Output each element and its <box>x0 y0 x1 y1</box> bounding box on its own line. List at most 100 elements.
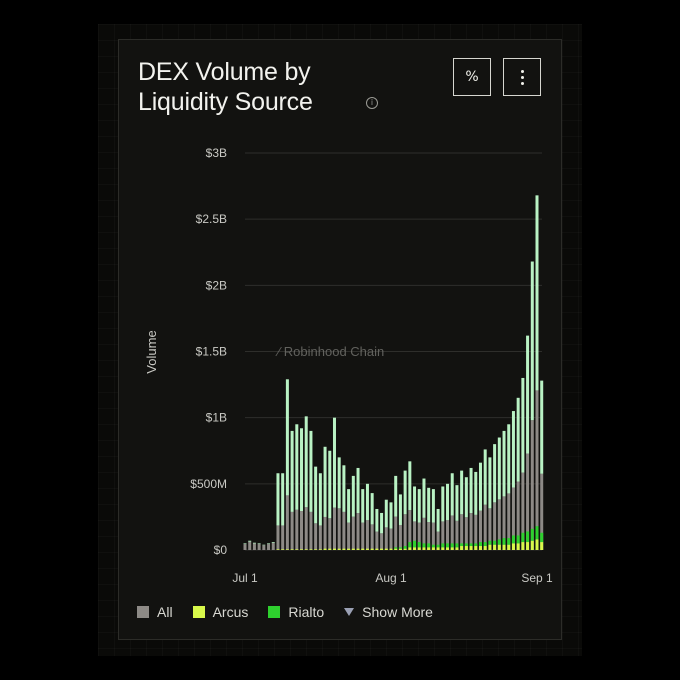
info-icon[interactable]: i <box>366 97 378 109</box>
bar-all-upper <box>285 379 289 496</box>
bar-all <box>304 507 308 550</box>
bar-arcus <box>403 548 407 550</box>
bar-arcus <box>309 549 313 550</box>
bar-arcus <box>417 547 421 550</box>
bar-all-upper <box>507 424 511 494</box>
bar-all-upper <box>398 494 402 525</box>
bar-rialto <box>474 543 478 547</box>
bar-all <box>375 531 379 550</box>
bar-arcus <box>422 547 426 550</box>
bar-arcus <box>488 544 492 550</box>
bar-all <box>408 510 412 550</box>
bar-all <box>337 508 341 550</box>
bar-all-upper <box>450 473 454 516</box>
bar-all <box>271 542 275 550</box>
bar-arcus <box>342 548 346 550</box>
bar-arcus <box>469 546 473 550</box>
vertical-dots-icon <box>520 69 524 85</box>
bar-rialto <box>408 542 412 548</box>
bar-all-upper <box>431 489 435 523</box>
bar-rialto <box>436 544 440 548</box>
bar-all <box>502 496 506 550</box>
y-tick-label: $0 <box>214 543 228 557</box>
bar-all <box>413 521 417 550</box>
bar-all-upper <box>332 417 336 508</box>
bar-all-upper <box>290 430 294 512</box>
bar-arcus <box>427 547 431 550</box>
bar-all-upper <box>384 499 388 528</box>
bar-arcus <box>384 548 388 550</box>
bar-all-upper <box>427 487 431 523</box>
bar-all-upper <box>488 457 492 509</box>
bar-all-upper <box>328 450 332 519</box>
show-more-label: Show More <box>362 604 433 620</box>
bar-arcus <box>347 548 351 550</box>
bar-all <box>370 524 374 550</box>
chart-watermark: ∕ Robinhood Chain <box>275 344 384 359</box>
legend-label-all: All <box>157 604 173 620</box>
bar-arcus <box>295 549 299 550</box>
bar-arcus <box>290 549 294 550</box>
bar-all <box>398 524 402 550</box>
show-more-button[interactable]: Show More <box>344 604 433 620</box>
bar-rialto <box>422 543 426 548</box>
bar-all <box>328 518 332 550</box>
bar-arcus <box>497 544 501 550</box>
bar-all-upper <box>370 493 374 525</box>
legend-item-arcus[interactable]: Arcus <box>192 604 248 620</box>
bar-rialto <box>535 526 539 540</box>
bar-all-upper <box>483 449 487 505</box>
bar-arcus <box>516 543 520 550</box>
bar-arcus <box>502 544 506 550</box>
bar-all-upper <box>521 377 525 473</box>
bar-all-upper <box>413 486 417 522</box>
bar-all <box>493 502 497 550</box>
bar-rialto <box>502 538 506 545</box>
legend-item-rialto[interactable]: Rialto <box>268 604 324 620</box>
bar-all <box>318 525 322 550</box>
bar-all-upper <box>540 380 544 474</box>
bar-all <box>446 520 450 550</box>
bar-all <box>285 495 289 550</box>
bar-rialto <box>478 542 482 547</box>
bar-all <box>248 541 252 550</box>
more-options-button[interactable] <box>503 58 541 96</box>
bar-all <box>295 509 299 550</box>
bar-arcus <box>441 547 445 550</box>
bar-all <box>252 543 256 550</box>
legend-swatch-rialto <box>268 606 281 618</box>
bar-rialto <box>493 540 497 545</box>
y-tick-label: $1.5B <box>196 345 227 359</box>
bar-all-upper <box>535 195 539 391</box>
bar-arcus <box>535 539 539 550</box>
bar-all-upper <box>478 462 482 511</box>
percent-label: % <box>465 69 479 85</box>
bar-all <box>455 520 459 550</box>
bar-all <box>474 514 478 550</box>
bar-arcus <box>328 548 332 550</box>
bar-all <box>351 516 355 550</box>
bar-arcus <box>474 546 478 550</box>
bar-arcus <box>356 548 360 550</box>
bar-arcus <box>300 549 304 550</box>
bar-rialto <box>511 535 515 544</box>
bar-all <box>403 514 407 550</box>
bar-all <box>535 390 539 550</box>
percent-toggle-button[interactable]: % <box>453 58 491 96</box>
bar-rialto <box>413 540 417 548</box>
bar-arcus <box>332 548 336 550</box>
bar-arcus <box>361 548 365 550</box>
bar-all <box>389 528 393 550</box>
bar-all <box>441 521 445 550</box>
bar-arcus <box>314 549 318 550</box>
bar-arcus <box>394 548 398 550</box>
bar-all-upper <box>361 489 365 523</box>
x-tick-label: Aug 1 <box>375 571 407 585</box>
bar-all-upper <box>502 430 506 497</box>
legend-item-all[interactable]: All <box>137 604 173 620</box>
bar-all <box>356 513 360 550</box>
bar-all <box>361 522 365 550</box>
bar-all <box>332 507 336 550</box>
bar-arcus <box>464 546 468 550</box>
bar-rialto <box>516 535 520 544</box>
